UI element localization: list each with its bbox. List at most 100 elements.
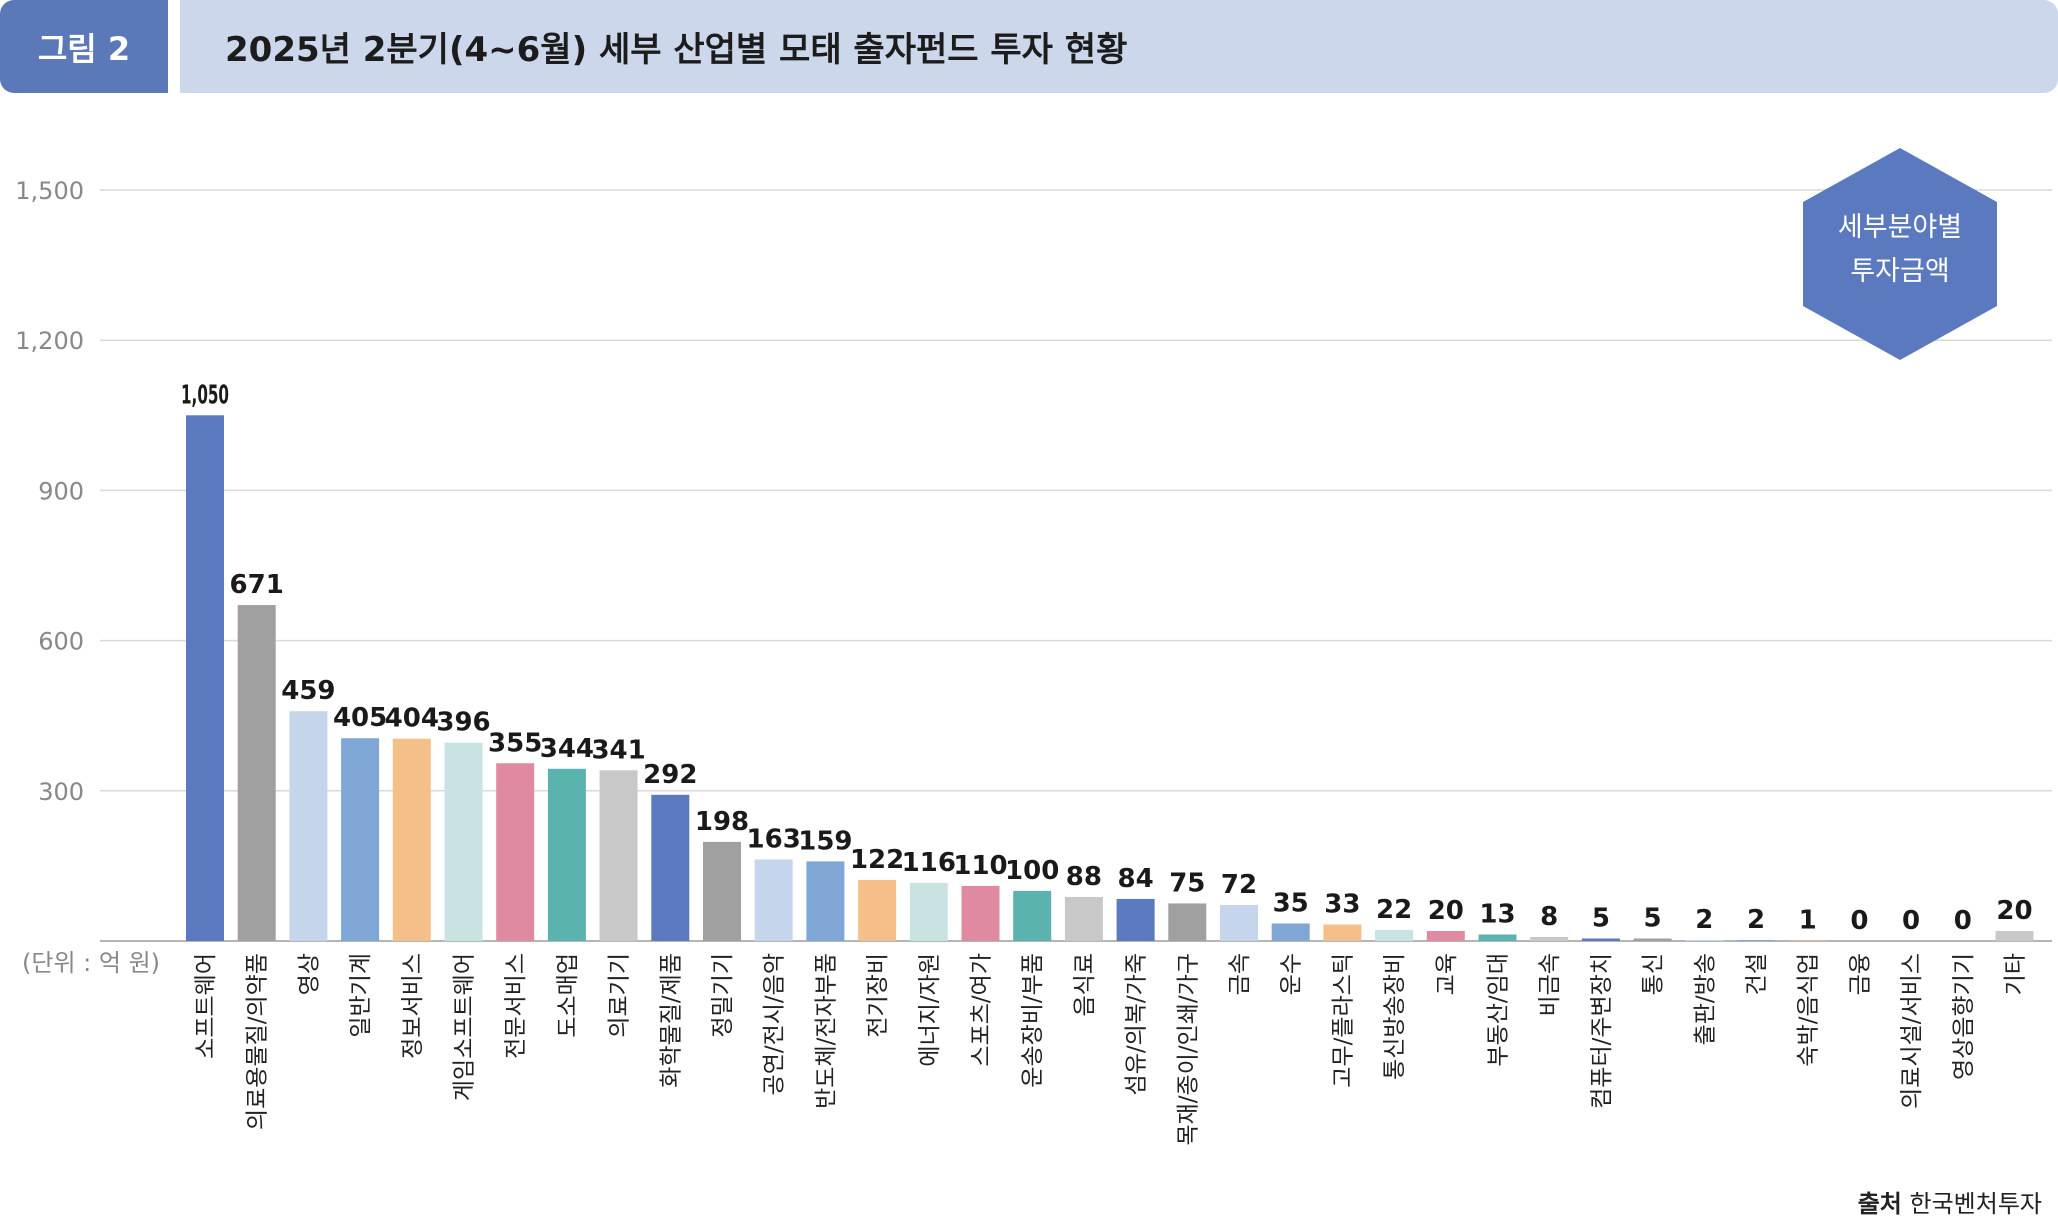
category-label: 운수 — [1279, 953, 1305, 995]
badge-line-2: 투자금액 — [1850, 256, 1950, 287]
bar-chart: 300 600 900 1,200 1,500 1,050 671 459405404396… — [15, 177, 2052, 1146]
category-label: 영상음향기기 — [1951, 953, 1977, 1080]
value-label: 116 — [902, 848, 956, 878]
value-label: 341 — [591, 735, 645, 765]
bar — [1581, 938, 1620, 941]
category-label: 정보서비스 — [400, 953, 426, 1059]
category-label: 반도체/전자부품 — [813, 953, 839, 1109]
value-labels: 1,05067145940540439635534434129219816315… — [181, 380, 2033, 936]
value-label: 405 — [333, 703, 387, 733]
category-label: 통신 — [1641, 953, 1667, 995]
value-label: 8 — [1540, 902, 1558, 932]
category-label: 일반기계 — [348, 953, 374, 1038]
value-label: 110 — [953, 851, 1007, 881]
value-label: 122 — [850, 845, 904, 875]
value-label: 5 — [1592, 903, 1610, 933]
bar — [1375, 929, 1414, 941]
bar — [961, 885, 1000, 941]
category-label: 출판/방송 — [1692, 953, 1718, 1045]
bar — [1685, 939, 1724, 941]
unit-label: (단위 : 억 원) — [22, 949, 160, 977]
category-label: 숙박/음식업 — [1796, 953, 1822, 1067]
value-label: 198 — [695, 807, 749, 837]
badge-line-1: 세부분야별 — [1837, 212, 1963, 243]
category-labels: 소프트웨어 의료용물질/의약품 영상 일반기계 정보서비스 게임소프트웨어 전문서비스 도소매… — [193, 953, 2029, 1146]
value-label: 404 — [385, 704, 439, 734]
category-label: 전기장비 — [865, 953, 891, 1038]
category-label: 부동산/임대 — [1486, 953, 1512, 1067]
category-label: 정밀기기 — [710, 953, 736, 1038]
bar — [496, 763, 535, 941]
category-label: 섬유/의복/가죽 — [1124, 953, 1150, 1095]
value-label: 1,050 — [181, 380, 229, 410]
value-label: 159 — [798, 826, 852, 856]
bar — [1530, 936, 1569, 941]
value-label: 22 — [1376, 895, 1412, 925]
category-label: 에너지/자원 — [917, 953, 943, 1067]
value-label: 13 — [1479, 899, 1515, 929]
bar — [1995, 930, 2034, 941]
value-label: 292 — [643, 760, 697, 790]
bar — [444, 742, 483, 941]
y-tick-label: 900 — [38, 477, 84, 505]
y-tick-label: 600 — [38, 628, 84, 656]
bar — [237, 605, 276, 941]
bar — [1478, 934, 1517, 941]
category-label: 영상 — [296, 953, 322, 995]
chart-title: 2025년 2분기(4~6월) 세부 산업별 모태 출자펀드 투자 현황 — [225, 30, 1128, 70]
y-tick-label: 1,200 — [15, 327, 84, 355]
value-label: 2 — [1747, 905, 1765, 935]
bar — [1220, 904, 1258, 941]
bar — [1737, 939, 1775, 941]
category-label: 건설 — [1744, 953, 1770, 995]
category-label: 화학물질/제품 — [658, 953, 684, 1088]
category-label: 금속 — [1227, 953, 1253, 995]
bar — [341, 738, 380, 941]
source-label: 출처 — [1857, 1190, 1902, 1218]
value-label: 0 — [1902, 906, 1920, 936]
y-tick-label: 1,500 — [15, 177, 84, 205]
bar — [858, 879, 897, 941]
bar — [1633, 938, 1672, 941]
value-label: 20 — [1428, 896, 1464, 926]
bar — [1116, 898, 1155, 941]
value-label: 671 — [230, 570, 284, 600]
category-label: 음식료 — [1072, 953, 1098, 1016]
value-label: 72 — [1221, 870, 1257, 900]
value-label: 2 — [1695, 905, 1713, 935]
y-tick-labels: 300 600 900 1,200 1,500 — [15, 177, 84, 806]
bars — [186, 415, 2034, 941]
figure-label: 그림 2 — [0, 0, 168, 93]
title-bar: 2025년 2분기(4~6월) 세부 산업별 모태 출자펀드 투자 현황 — [180, 0, 2058, 93]
bar — [1271, 923, 1310, 941]
bar — [547, 768, 586, 941]
value-label: 20 — [1996, 896, 2032, 926]
badge-text: 세부분야별 투자금액 — [1800, 206, 2000, 294]
bar — [599, 770, 638, 941]
category-label: 의료시설/서비스 — [1899, 953, 1925, 1109]
value-label: 75 — [1169, 868, 1205, 898]
bar — [703, 841, 741, 941]
value-label: 355 — [488, 728, 542, 758]
category-label: 소프트웨어 — [193, 953, 219, 1059]
value-label: 163 — [747, 824, 801, 854]
category-label: 전문서비스 — [503, 953, 529, 1059]
bar — [1168, 903, 1207, 941]
category-label: 기타 — [2003, 953, 2029, 995]
category-label: 금융 — [1847, 953, 1873, 995]
bar — [1013, 890, 1052, 941]
category-label: 운송장비/부품 — [1020, 953, 1046, 1088]
value-label: 84 — [1118, 864, 1154, 894]
category-label: 의료용물질/의약품 — [245, 953, 271, 1130]
category-label: 교육 — [1434, 953, 1460, 995]
bar — [909, 882, 948, 941]
bar — [1323, 924, 1362, 941]
category-label: 고무/플라스틱 — [1330, 953, 1356, 1088]
value-label: 0 — [1954, 906, 1972, 936]
bar — [1788, 940, 1827, 941]
source-text: 한국벤처투자 — [1909, 1190, 2042, 1218]
category-label: 도소매업 — [555, 953, 581, 1038]
category-label: 컴퓨터/주변장치 — [1589, 953, 1615, 1109]
category-label: 의료기기 — [607, 953, 633, 1038]
value-label: 1 — [1799, 905, 1817, 935]
